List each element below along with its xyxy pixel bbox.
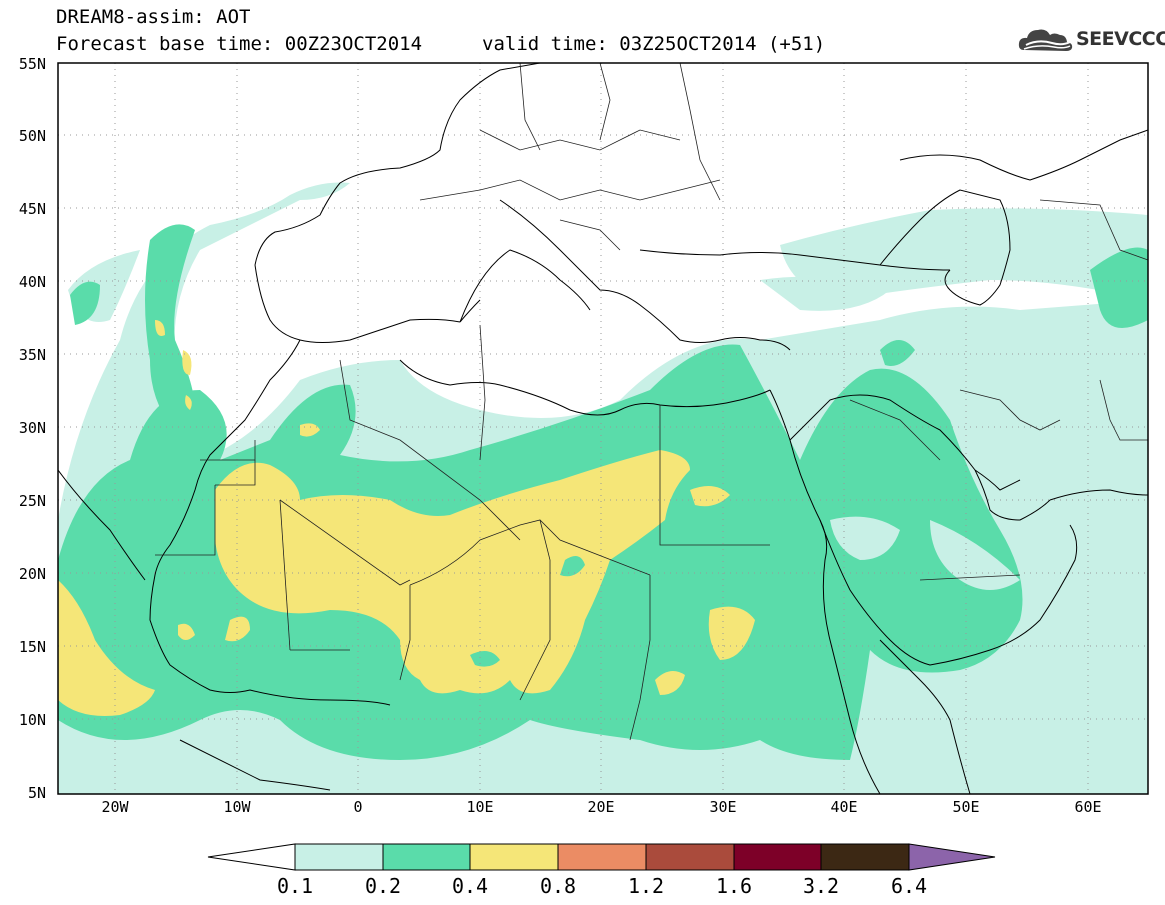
- lat-label-5n: 5N: [27, 784, 46, 802]
- lat-label-40n: 40N: [18, 273, 46, 291]
- lon-label-50e: 50E: [952, 798, 980, 816]
- cloud-icon: [1018, 29, 1073, 51]
- lat-label-30n: 30N: [18, 419, 46, 437]
- colorbar-right-arrow: [908, 843, 996, 871]
- valid-time: valid time: 03Z25OCT2014 (+51): [482, 33, 826, 55]
- lat-label-50n: 50N: [18, 127, 46, 145]
- forecast-base-time: Forecast base time: 00Z23OCT2014: [56, 33, 423, 55]
- colorbar-label-1.6: 1.6: [715, 874, 753, 898]
- lon-label-20w: 20W: [101, 798, 129, 816]
- map-title: DREAM8-assim: AOT: [56, 6, 251, 28]
- lon-label-10e: 10E: [466, 798, 494, 816]
- lon-label-60e: 60E: [1074, 798, 1102, 816]
- lon-label-30e: 30E: [709, 798, 737, 816]
- country-borders: [155, 63, 1148, 741]
- logo-text: SEEVCCC: [1076, 28, 1165, 50]
- colorbar-left-arrow: [207, 843, 296, 871]
- lat-label-45n: 45N: [18, 200, 46, 218]
- colorbar-segment-7: [820, 843, 910, 871]
- lon-label-40e: 40E: [830, 798, 858, 816]
- colorbar-label-0.4: 0.4: [451, 874, 489, 898]
- lon-label-10w: 10W: [223, 798, 251, 816]
- coastlines: [58, 63, 1148, 794]
- lon-label-0: 0: [353, 798, 363, 816]
- lat-label-25n: 25N: [18, 492, 46, 510]
- colorbar-segment-4: [557, 843, 647, 871]
- colorbar-label-3.2: 3.2: [802, 874, 840, 898]
- seevccc-logo: SEEVCCC: [1018, 24, 1165, 56]
- colorbar-label-1.2: 1.2: [627, 874, 665, 898]
- lat-label-35n: 35N: [18, 346, 46, 364]
- map-frame: [57, 62, 1149, 795]
- lat-label-10n: 10N: [18, 711, 46, 729]
- lat-label-15n: 15N: [18, 638, 46, 656]
- colorbar-segment-3: [469, 843, 559, 871]
- colorbar-label-0.8: 0.8: [539, 874, 577, 898]
- aot-level-0.4: [58, 320, 755, 716]
- lat-label-55n: 55N: [18, 55, 46, 73]
- lat-label-20n: 20N: [18, 565, 46, 583]
- aot-shading: [58, 182, 1148, 794]
- colorbar-label-6.4: 6.4: [890, 874, 928, 898]
- colorbar-label-0.2: 0.2: [364, 874, 402, 898]
- colorbar-label-0.1: 0.1: [276, 874, 314, 898]
- colorbar-segment-1: [294, 843, 384, 871]
- lon-label-20e: 20E: [587, 798, 615, 816]
- colorbar: [207, 843, 996, 871]
- colorbar-segment-6: [733, 843, 822, 871]
- colorbar-segment-2: [382, 843, 471, 871]
- colorbar-segment-5: [645, 843, 735, 871]
